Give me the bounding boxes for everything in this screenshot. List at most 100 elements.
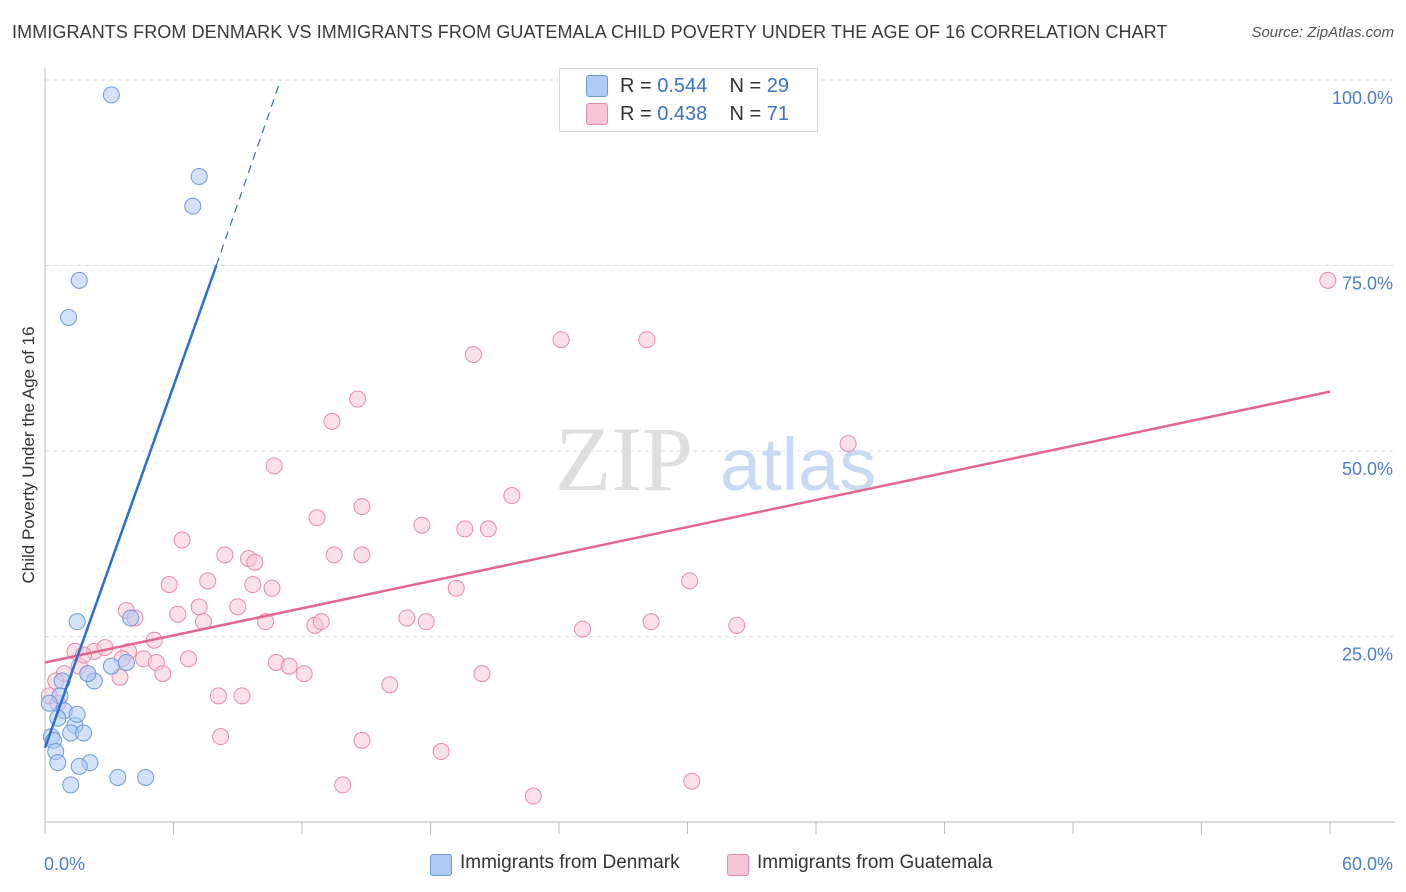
data-point-denmark bbox=[70, 271, 88, 289]
data-point-denmark bbox=[117, 653, 135, 671]
data-point-guatemala bbox=[552, 331, 570, 349]
data-point-guatemala bbox=[839, 435, 857, 453]
data-point-denmark bbox=[137, 768, 155, 786]
data-point-denmark bbox=[68, 613, 86, 631]
data-point-guatemala bbox=[349, 390, 367, 408]
data-point-guatemala bbox=[464, 346, 482, 364]
legend-n-label: N = bbox=[729, 74, 762, 97]
tick-labels: 25.0% 50.0% 75.0% 100.0% 0.0% 60.0% bbox=[44, 88, 1393, 874]
data-point-guatemala bbox=[381, 676, 399, 694]
data-point-denmark bbox=[70, 757, 88, 775]
legend-swatch-guatemala bbox=[586, 103, 608, 125]
data-point-guatemala bbox=[169, 605, 187, 623]
data-point-guatemala bbox=[417, 613, 435, 631]
legend-r-label: R = bbox=[620, 102, 652, 125]
data-point-guatemala bbox=[323, 412, 341, 430]
data-point-guatemala bbox=[325, 546, 343, 564]
chart-title: IMMIGRANTS FROM DENMARK VS IMMIGRANTS FR… bbox=[12, 22, 1168, 42]
bottom-legend-swatch-denmark bbox=[430, 854, 452, 876]
series-guatemala bbox=[40, 271, 1337, 805]
legend: R = 0.544 N = 29 R = 0.438 N = 71 bbox=[559, 68, 818, 132]
source-label: Source: ZipAtlas.com bbox=[1251, 24, 1394, 41]
data-point-denmark bbox=[109, 768, 127, 786]
trend-lines bbox=[43, 79, 1331, 749]
data-point-guatemala bbox=[263, 579, 281, 597]
data-point-guatemala bbox=[353, 546, 371, 564]
legend-n-guatemala: 71 bbox=[766, 102, 790, 125]
data-point-guatemala bbox=[280, 657, 298, 675]
trend-line-guatemala bbox=[44, 390, 1331, 664]
data-point-guatemala bbox=[216, 546, 234, 564]
data-point-guatemala bbox=[642, 613, 660, 631]
data-point-guatemala bbox=[638, 331, 656, 349]
data-point-guatemala bbox=[229, 598, 247, 616]
legend-r-label: R = bbox=[620, 74, 652, 97]
data-point-guatemala bbox=[190, 598, 208, 616]
watermark-atlas: atlas bbox=[720, 423, 876, 506]
data-point-denmark bbox=[184, 197, 202, 215]
y-axis-label: Child Poverty Under the Age of 16 bbox=[19, 326, 38, 583]
data-point-guatemala bbox=[199, 572, 217, 590]
data-point-guatemala bbox=[479, 520, 497, 538]
data-point-guatemala bbox=[413, 516, 431, 534]
data-point-guatemala bbox=[244, 576, 262, 594]
y-tick-label: 100.0% bbox=[1332, 88, 1393, 108]
legend-swatch-denmark bbox=[586, 75, 608, 97]
legend-r-denmark: 0.544 bbox=[657, 74, 708, 97]
bottom-legend-swatch-guatemala bbox=[727, 854, 749, 876]
data-point-guatemala bbox=[432, 743, 450, 761]
data-point-guatemala bbox=[456, 520, 474, 538]
data-point-guatemala bbox=[265, 457, 283, 475]
data-point-guatemala bbox=[683, 772, 701, 790]
trend-line-denmark-extension bbox=[215, 79, 282, 266]
data-point-guatemala bbox=[160, 576, 178, 594]
data-point-guatemala bbox=[524, 787, 542, 805]
data-point-guatemala bbox=[574, 620, 592, 638]
data-point-guatemala bbox=[312, 613, 330, 631]
data-point-denmark bbox=[79, 665, 97, 683]
data-point-guatemala bbox=[353, 498, 371, 516]
data-point-guatemala bbox=[295, 665, 313, 683]
legend-n-label: N = bbox=[729, 102, 762, 125]
data-point-guatemala bbox=[179, 650, 197, 668]
data-point-guatemala bbox=[334, 776, 352, 794]
data-point-denmark bbox=[49, 754, 67, 772]
data-point-guatemala bbox=[353, 731, 371, 749]
data-point-guatemala bbox=[1319, 271, 1337, 289]
data-point-denmark bbox=[102, 86, 120, 104]
data-point-guatemala bbox=[681, 572, 699, 590]
data-point-denmark bbox=[122, 609, 140, 627]
data-point-denmark bbox=[102, 657, 120, 675]
bottom-legend-label-denmark: Immigrants from Denmark bbox=[460, 852, 680, 873]
y-tick-label: 25.0% bbox=[1342, 645, 1393, 665]
data-point-denmark bbox=[68, 705, 86, 723]
data-point-guatemala bbox=[398, 609, 416, 627]
data-point-guatemala bbox=[447, 579, 465, 597]
data-point-denmark bbox=[62, 776, 80, 794]
data-point-guatemala bbox=[154, 665, 172, 683]
data-point-guatemala bbox=[246, 553, 264, 571]
legend-r-guatemala: 0.438 bbox=[657, 102, 708, 125]
data-point-guatemala bbox=[233, 687, 251, 705]
trend-line-denmark bbox=[43, 265, 218, 749]
x-tick-label: 0.0% bbox=[44, 854, 85, 874]
watermark-zip: ZIP bbox=[555, 408, 693, 510]
data-point-guatemala bbox=[728, 616, 746, 634]
data-point-guatemala bbox=[212, 728, 230, 746]
data-point-guatemala bbox=[209, 687, 227, 705]
data-point-denmark bbox=[40, 694, 58, 712]
y-tick-label: 75.0% bbox=[1342, 274, 1393, 294]
data-point-denmark bbox=[75, 724, 93, 742]
x-tick-label: 60.0% bbox=[1342, 854, 1393, 874]
data-point-denmark bbox=[190, 167, 208, 185]
data-point-guatemala bbox=[173, 531, 191, 549]
y-tick-label: 50.0% bbox=[1342, 459, 1393, 479]
bottom-legend-label-guatemala: Immigrants from Guatemala bbox=[757, 852, 993, 873]
data-point-guatemala bbox=[473, 665, 491, 683]
data-point-guatemala bbox=[503, 487, 521, 505]
watermark: ZIP atlas bbox=[555, 408, 876, 510]
legend-n-denmark: 29 bbox=[766, 74, 790, 97]
data-point-guatemala bbox=[308, 509, 326, 527]
data-point-denmark bbox=[60, 308, 78, 326]
